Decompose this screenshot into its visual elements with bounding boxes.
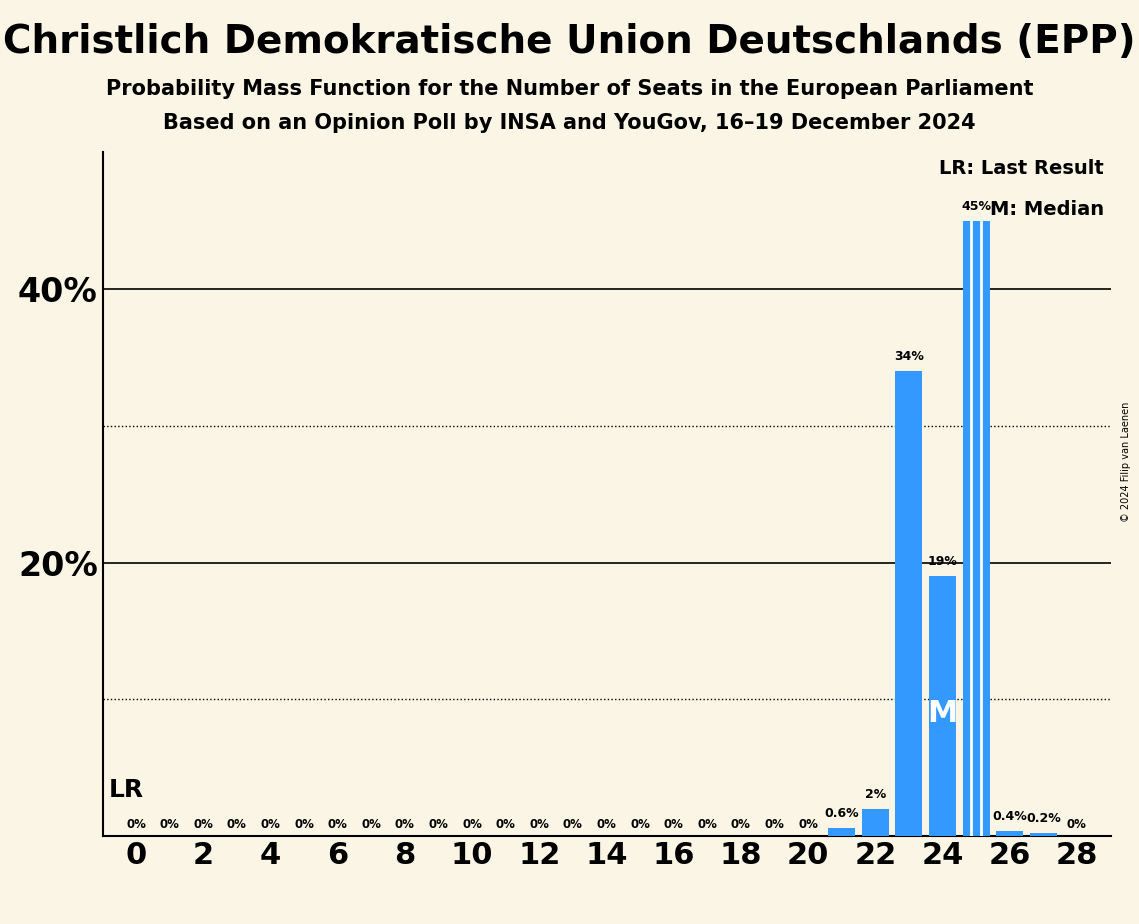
Bar — [929, 577, 956, 836]
Text: 0%: 0% — [563, 818, 583, 831]
Text: 0%: 0% — [462, 818, 482, 831]
Text: 0%: 0% — [194, 818, 213, 831]
Text: 0%: 0% — [361, 818, 382, 831]
Text: 0%: 0% — [597, 818, 616, 831]
Bar — [862, 808, 888, 836]
Text: 0%: 0% — [428, 818, 449, 831]
Bar — [997, 831, 1023, 836]
Text: LR: LR — [109, 778, 145, 802]
Text: 0%: 0% — [395, 818, 415, 831]
Text: 0%: 0% — [126, 818, 146, 831]
Text: 34%: 34% — [894, 350, 924, 363]
Text: 19%: 19% — [927, 555, 958, 568]
Text: 0%: 0% — [1067, 818, 1087, 831]
Text: Christlich Demokratische Union Deutschlands (EPP): Christlich Demokratische Union Deutschla… — [3, 23, 1136, 61]
Text: 0%: 0% — [664, 818, 683, 831]
Bar — [962, 221, 990, 836]
Text: 0%: 0% — [261, 818, 280, 831]
Text: LR: Last Result: LR: Last Result — [939, 159, 1104, 178]
Text: 0%: 0% — [697, 818, 718, 831]
Text: 0%: 0% — [159, 818, 180, 831]
Text: 0%: 0% — [294, 818, 314, 831]
Text: 0%: 0% — [495, 818, 516, 831]
Text: Probability Mass Function for the Number of Seats in the European Parliament: Probability Mass Function for the Number… — [106, 79, 1033, 99]
Text: 2%: 2% — [865, 787, 886, 801]
Text: 0%: 0% — [764, 818, 785, 831]
Text: 0.4%: 0.4% — [992, 809, 1027, 822]
Text: 0%: 0% — [630, 818, 650, 831]
Text: 0%: 0% — [530, 818, 549, 831]
Bar — [828, 828, 855, 836]
Text: © 2024 Filip van Laenen: © 2024 Filip van Laenen — [1121, 402, 1131, 522]
Bar — [1030, 833, 1057, 836]
Text: 0.6%: 0.6% — [825, 807, 859, 820]
Text: 0%: 0% — [731, 818, 751, 831]
Text: 0%: 0% — [227, 818, 247, 831]
Text: Based on an Opinion Poll by INSA and YouGov, 16–19 December 2024: Based on an Opinion Poll by INSA and You… — [163, 113, 976, 133]
Bar — [895, 371, 923, 836]
Text: M: M — [927, 699, 958, 727]
Text: M: Median: M: Median — [990, 201, 1104, 219]
Text: 45%: 45% — [961, 200, 991, 213]
Text: 0%: 0% — [328, 818, 347, 831]
Text: 0.2%: 0.2% — [1026, 812, 1060, 825]
Text: 0%: 0% — [798, 818, 818, 831]
